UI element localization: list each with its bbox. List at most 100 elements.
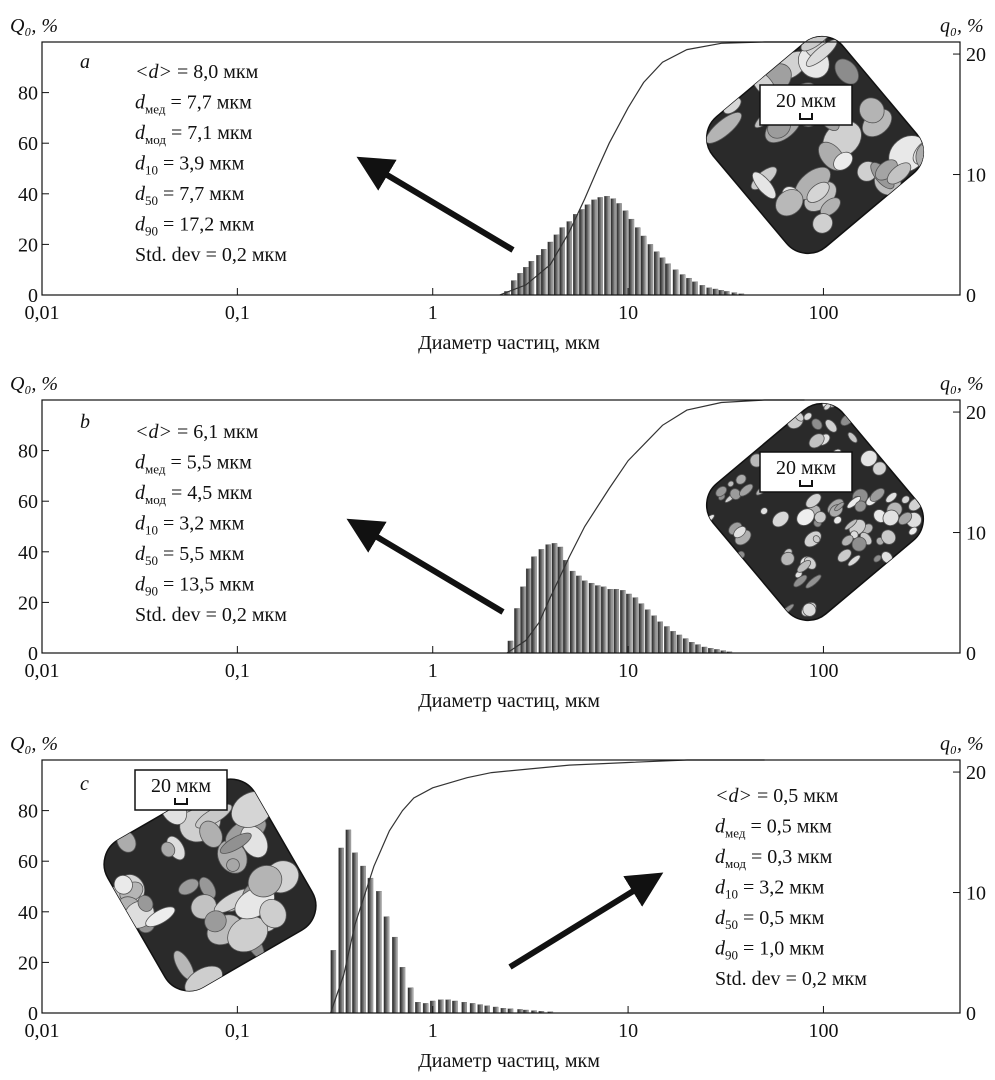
histogram-bar: [671, 631, 676, 653]
y-tick-label: 40: [18, 542, 38, 564]
stat-value: = 3,2 мкм: [163, 513, 245, 535]
y-tick-label: 40: [18, 902, 38, 924]
histogram-bar: [708, 648, 713, 653]
histogram-bar: [677, 635, 682, 653]
sem-inset: [688, 6, 958, 277]
histogram-bar: [539, 549, 544, 653]
histogram-bar: [695, 645, 700, 653]
figure: 20 мкм020406080010200,010,1110100Q₀, %q₀…: [0, 0, 995, 1080]
x-tick-label: 0,01: [25, 302, 60, 324]
stat-line: dмед= 0,5 мкм: [715, 816, 832, 841]
stat-value: = 5,5 мкм: [163, 543, 245, 565]
histogram-bar: [508, 1009, 513, 1013]
y-tick-label: 40: [18, 184, 38, 206]
histogram-bar: [493, 1007, 498, 1013]
histogram-bar: [620, 590, 625, 653]
histogram-bar: [485, 1006, 490, 1013]
stat-value: = 0,5 мкм: [743, 907, 825, 929]
stat-symbol: Std. dev: [135, 604, 201, 626]
x-tick-label: 1: [428, 1020, 438, 1042]
stat-symbol: Std. dev: [715, 968, 781, 990]
stat-subscript: 90: [145, 224, 158, 239]
stat-line: <d>= 8,0 мкм: [135, 61, 259, 83]
histogram-bar: [700, 285, 705, 295]
y-tick-label: 20: [18, 952, 38, 974]
stat-value: = 6,1 мкм: [177, 421, 259, 443]
histogram-bar: [415, 1002, 420, 1013]
histogram-bar: [346, 830, 351, 1013]
x-tick-label: 1: [428, 660, 438, 682]
stat-value: = 0,5 мкм: [750, 816, 832, 838]
stat-subscript: мед: [145, 102, 166, 117]
stat-value: = 13,5 мкм: [163, 574, 255, 596]
y2-tick-label: 20: [966, 402, 986, 424]
sem-inset: [686, 385, 941, 639]
histogram-bar: [592, 200, 597, 295]
histogram-bar: [611, 199, 616, 295]
histogram-bar: [629, 219, 634, 295]
stat-line: d10= 3,2 мкм: [135, 513, 245, 538]
x-tick-label: 0,1: [225, 660, 250, 682]
y-axis-label: Q₀, %: [10, 733, 58, 755]
stat-value: = 0,5 мкм: [757, 785, 839, 807]
stat-line: d50= 7,7 мкм: [135, 183, 245, 208]
x-tick-label: 10: [618, 1020, 638, 1042]
stat-value: = 0,2 мкм: [206, 604, 288, 626]
y-tick-label: 60: [18, 851, 38, 873]
histogram-bar: [523, 267, 528, 295]
stat-line: Std. dev= 0,2 мкм: [715, 968, 867, 990]
y-tick-label: 80: [18, 801, 38, 823]
histogram-bar: [654, 252, 659, 295]
histogram-bar: [552, 543, 557, 653]
y2-axis-label: q₀, %: [940, 373, 984, 395]
histogram-bar: [570, 571, 575, 653]
histogram-bar: [608, 589, 613, 653]
stat-subscript: мед: [145, 462, 166, 477]
stat-line: d90= 17,2 мкм: [135, 214, 255, 239]
x-tick-label: 100: [808, 660, 838, 682]
histogram-bar: [719, 290, 724, 295]
y-tick-label: 20: [18, 234, 38, 256]
stat-line: dмод= 7,1 мкм: [135, 122, 253, 147]
histogram-bar: [360, 866, 365, 1013]
x-tick-label: 0,01: [25, 660, 60, 682]
histogram-bar: [392, 937, 397, 1013]
scale-label: 20 мкм: [151, 775, 211, 797]
x-tick-label: 100: [808, 1020, 838, 1042]
histogram-bar: [648, 244, 653, 295]
stat-subscript: 90: [145, 584, 158, 599]
stat-subscript: 50: [145, 553, 158, 568]
x-axis-label: Диаметр частиц, мкм: [418, 332, 600, 354]
histogram-bar: [641, 236, 646, 295]
histogram-bar: [639, 604, 644, 653]
histogram-bar: [635, 228, 640, 295]
histogram-bar: [452, 1001, 457, 1013]
histogram-bar: [665, 264, 670, 295]
x-axis-label: Диаметр частиц, мкм: [418, 1050, 600, 1072]
panel-label: b: [80, 411, 90, 433]
histogram-bar: [560, 228, 565, 295]
histogram-bar: [548, 242, 553, 295]
y2-tick-label: 0: [966, 1003, 976, 1025]
stat-line: dмед= 5,5 мкм: [135, 452, 252, 477]
stat-value: = 3,2 мкм: [743, 877, 825, 899]
histogram-bar: [686, 278, 691, 295]
y2-tick-label: 0: [966, 643, 976, 665]
stat-line: d10= 3,2 мкм: [715, 877, 825, 902]
histogram-bar: [601, 587, 606, 653]
histogram-bar: [692, 282, 697, 295]
x-tick-label: 1: [428, 302, 438, 324]
y2-tick-label: 10: [966, 165, 986, 187]
panel-label: c: [80, 773, 89, 795]
histogram-bar: [617, 203, 622, 295]
x-tick-label: 0,01: [25, 1020, 60, 1042]
y2-tick-label: 0: [966, 285, 976, 307]
stat-value: = 7,7 мкм: [170, 92, 252, 114]
histogram-bar: [554, 235, 559, 295]
histogram-bar: [573, 214, 578, 295]
particle: [824, 392, 834, 402]
pointer-arrow: [372, 166, 513, 250]
histogram-bar: [408, 988, 413, 1013]
histogram-bar: [604, 196, 609, 295]
x-tick-label: 0,1: [225, 302, 250, 324]
